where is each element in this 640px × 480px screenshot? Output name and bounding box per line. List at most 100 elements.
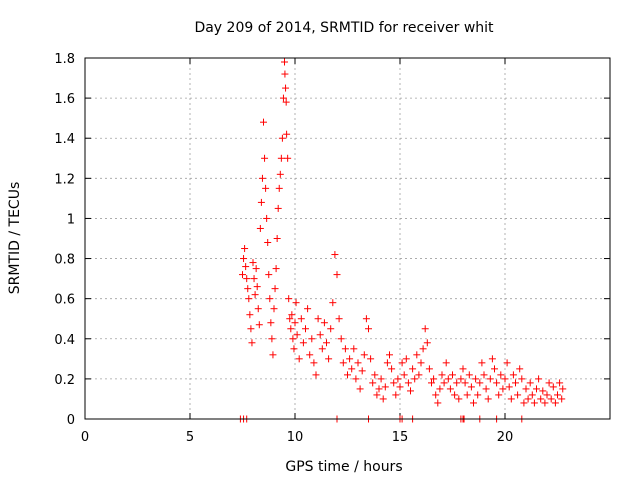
data-point xyxy=(295,355,303,363)
plot-area-frame xyxy=(84,57,611,420)
data-point xyxy=(270,305,278,313)
data-point xyxy=(253,283,261,291)
data-point xyxy=(260,118,267,126)
data-point xyxy=(282,98,290,106)
data-point xyxy=(352,375,360,383)
data-point xyxy=(251,291,259,299)
x-tick-label: 20 xyxy=(497,430,514,445)
data-point xyxy=(425,365,433,373)
data-point xyxy=(530,399,538,407)
data-point xyxy=(369,379,377,387)
data-point xyxy=(283,130,291,138)
data-point xyxy=(436,385,444,393)
y-tick-label: 0.6 xyxy=(54,293,75,308)
data-point xyxy=(404,379,412,387)
x-axis-label: GPS time / hours xyxy=(285,459,402,475)
data-point xyxy=(373,391,381,399)
data-point xyxy=(461,379,469,387)
data-point xyxy=(249,259,257,267)
data-point xyxy=(348,365,356,373)
x-tick-label: 0 xyxy=(81,430,89,445)
data-point xyxy=(358,367,366,375)
data-point xyxy=(392,391,400,399)
data-point xyxy=(497,371,505,379)
data-point xyxy=(320,319,328,327)
data-point xyxy=(535,375,543,383)
data-point xyxy=(286,315,294,323)
data-point xyxy=(290,345,298,353)
data-point xyxy=(281,70,289,78)
data-point xyxy=(438,371,446,379)
data-point xyxy=(275,184,283,192)
data-point xyxy=(423,339,431,347)
data-point xyxy=(520,399,528,407)
data-point xyxy=(241,245,249,253)
y-tick-label: 1.8 xyxy=(54,52,75,67)
x-tick-label: 15 xyxy=(392,430,409,445)
data-point xyxy=(267,319,275,327)
data-point xyxy=(465,371,473,379)
data-point xyxy=(400,371,408,379)
data-point xyxy=(507,395,515,403)
data-point xyxy=(379,395,387,403)
data-point xyxy=(449,371,456,379)
data-point xyxy=(314,315,322,323)
data-point xyxy=(287,325,295,333)
data-point xyxy=(398,359,406,367)
data-point xyxy=(288,311,296,319)
data-point xyxy=(491,365,498,373)
data-point xyxy=(514,391,522,399)
data-point xyxy=(263,214,271,222)
y-tick-label: 1.4 xyxy=(54,132,75,147)
data-point xyxy=(411,375,419,383)
y-tick-label: 0.8 xyxy=(54,253,75,268)
data-point xyxy=(240,255,248,263)
data-point xyxy=(246,311,254,319)
data-point xyxy=(262,184,270,192)
data-point xyxy=(346,355,354,363)
data-point xyxy=(547,395,555,403)
data-point xyxy=(329,299,337,307)
data-point xyxy=(474,391,482,399)
data-point xyxy=(266,295,274,303)
data-point xyxy=(533,385,540,393)
data-point xyxy=(248,339,256,347)
data-point xyxy=(308,335,316,343)
data-point xyxy=(316,331,324,339)
data-point xyxy=(459,365,467,373)
data-point xyxy=(444,375,452,383)
data-point xyxy=(256,224,264,232)
data-point xyxy=(390,379,398,387)
data-point xyxy=(409,365,417,373)
data-point xyxy=(258,174,266,182)
data-point xyxy=(312,371,320,379)
data-point xyxy=(245,295,253,303)
data-point xyxy=(478,359,486,367)
data-point xyxy=(289,335,297,343)
data-point xyxy=(293,331,301,339)
x-tick-label: 10 xyxy=(287,430,304,445)
y-tick-label: 1 xyxy=(67,212,75,227)
data-point xyxy=(467,383,475,391)
data-point xyxy=(271,285,279,293)
data-point xyxy=(484,395,492,403)
data-point xyxy=(281,58,288,66)
data-point xyxy=(318,345,326,353)
data-point xyxy=(375,385,383,393)
data-point xyxy=(297,315,305,323)
data-point xyxy=(554,391,561,399)
data-point xyxy=(381,383,389,391)
data-point xyxy=(537,395,545,403)
data-point xyxy=(407,387,414,395)
data-point xyxy=(413,351,421,359)
data-point xyxy=(282,84,290,92)
data-point xyxy=(252,265,260,273)
data-point xyxy=(276,170,284,178)
data-point xyxy=(440,379,448,387)
data-point xyxy=(476,379,484,387)
data-point xyxy=(493,379,501,387)
data-point xyxy=(243,275,251,283)
data-point xyxy=(486,375,494,383)
data-point xyxy=(388,365,396,373)
data-point xyxy=(244,285,252,293)
